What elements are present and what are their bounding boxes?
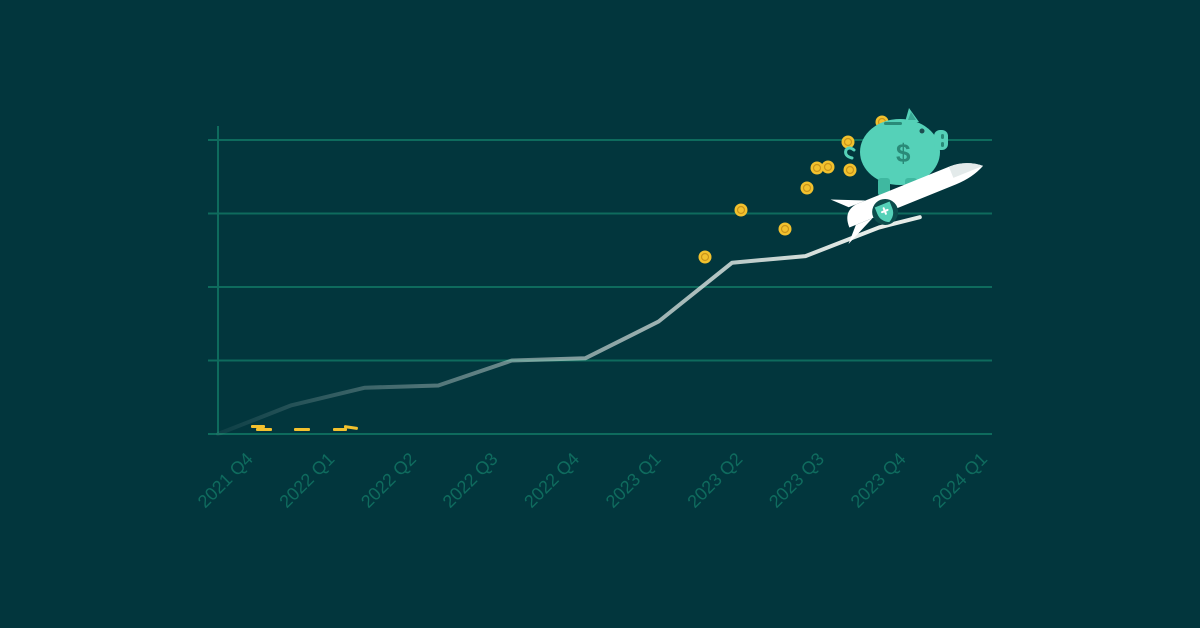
coin-icon	[843, 163, 857, 177]
x-tick-label: 2023 Q1	[602, 449, 665, 512]
x-tick-label: 2023 Q3	[765, 449, 828, 512]
coin-icon	[800, 181, 814, 195]
coin-icons	[698, 115, 889, 264]
x-tick-label: 2022 Q1	[275, 449, 338, 512]
x-tick-label: 2022 Q2	[357, 449, 420, 512]
x-tick-labels: 2021 Q4 2022 Q1 2022 Q2 2022 Q3 2022 Q4 2023 …	[194, 449, 991, 512]
coin-icon	[778, 222, 792, 236]
coin-icon	[841, 135, 855, 149]
coin-icon	[698, 250, 712, 264]
coin-icon	[821, 160, 835, 174]
x-tick-label: 2024 Q1	[928, 449, 991, 512]
x-tick-label: 2023 Q4	[847, 449, 910, 512]
gridlines	[208, 139, 992, 435]
x-tick-label: 2023 Q2	[683, 449, 746, 512]
x-tick-label: 2022 Q3	[439, 449, 502, 512]
coin-stack-icon	[251, 425, 358, 431]
series-line	[216, 215, 922, 436]
data-points	[216, 215, 922, 436]
piggy-bank-icon: $	[844, 108, 948, 196]
coin-icon	[734, 203, 748, 217]
x-tick-label: 2022 Q4	[520, 449, 583, 512]
svg-text:$: $	[896, 138, 911, 168]
x-tick-label: 2021 Q4	[194, 449, 257, 512]
coin-icon	[810, 161, 824, 175]
